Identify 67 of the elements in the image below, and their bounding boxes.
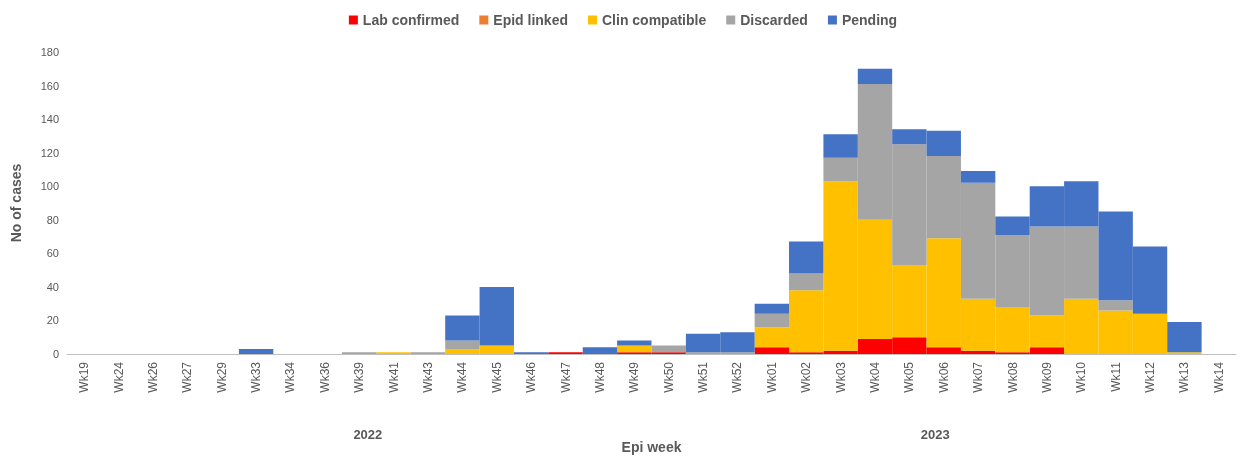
x-tick-label: Wk24	[111, 361, 126, 393]
x-tick-label: Wk46	[524, 361, 539, 393]
legend-label: Lab confirmed	[362, 12, 460, 28]
y-tick-label: 180	[40, 46, 59, 58]
bar	[238, 348, 274, 354]
legend-label: Clin compatible	[601, 12, 707, 28]
x-tick-label: Wk14	[1211, 361, 1226, 393]
text: 2022	[353, 427, 383, 442]
x-tick-label: Wk27	[180, 361, 195, 393]
bar	[960, 171, 996, 183]
bar	[582, 347, 618, 354]
bar	[617, 340, 652, 346]
y-tick-label: 20	[46, 314, 59, 327]
x-tick-label: Wk41	[386, 361, 401, 393]
x-tick-label: Wk09	[1039, 361, 1054, 393]
bar	[754, 313, 790, 328]
x-tick-label: Wk47	[558, 361, 573, 393]
bar	[789, 241, 824, 274]
x-tick-label: Wk13	[1177, 361, 1192, 393]
bar	[617, 345, 652, 353]
x-tick-label: Wk44	[455, 361, 470, 393]
x-tick-label: Wk12	[1143, 361, 1158, 393]
x-tick-label: Wk05	[902, 361, 917, 393]
bar	[445, 340, 480, 349]
y-tick-label: 40	[46, 280, 59, 293]
x-tick-label: Wk02	[799, 361, 814, 393]
text: 2023	[920, 427, 950, 442]
bar	[1098, 300, 1133, 311]
x-tick-label: Wk26	[145, 361, 160, 393]
x-tick-label: Wk06	[936, 361, 951, 393]
x-axis-title: Epi week	[621, 439, 682, 455]
y-tick-label: 160	[40, 79, 59, 92]
bar	[789, 273, 824, 291]
x-tick-label: Wk33	[249, 361, 264, 393]
x-tick-label: Wk03	[833, 361, 848, 393]
y-tick-label: 0	[52, 348, 59, 360]
y-tick-label: 80	[46, 213, 59, 226]
x-tick-label: Wk34	[283, 361, 298, 393]
x-tick-label: Wk04	[867, 361, 882, 393]
x-tick-label: Wk51	[696, 361, 711, 393]
x-tick-label: Wk07	[971, 361, 986, 393]
x-tick-label: Wk08	[1005, 361, 1020, 393]
x-tick-label: Wk39	[352, 361, 367, 393]
legend-label: Pending	[841, 12, 898, 28]
x-tick-label: Wk43	[421, 361, 436, 393]
x-tick-label: Wk01	[764, 361, 779, 393]
x-tick-label: Wk49	[627, 361, 642, 393]
y-tick-label: 60	[46, 247, 59, 260]
x-tick-label: Wk36	[317, 361, 332, 393]
x-tick-label: Wk29	[214, 361, 229, 393]
x-tick-label: Wk52	[730, 361, 745, 393]
x-tick-label: Wk48	[592, 361, 607, 393]
y-axis-title: No of cases	[8, 163, 24, 243]
bar	[823, 134, 858, 158]
y-tick-label: 100	[40, 180, 59, 193]
x-tick-label: Wk45	[489, 361, 504, 393]
y-tick-label: 120	[40, 146, 59, 159]
legend-label: Epid linked	[493, 12, 568, 28]
x-tick-label: Wk19	[77, 361, 92, 393]
bar	[754, 303, 790, 314]
x-tick-label: Wk50	[661, 361, 676, 393]
bar	[857, 68, 893, 84]
x-tick-label: Wk11	[1108, 361, 1123, 392]
legend-label: Discarded	[740, 12, 808, 28]
x-tick-label: Wk10	[1074, 361, 1089, 393]
y-tick-label: 140	[40, 113, 59, 126]
bar	[1167, 322, 1202, 353]
